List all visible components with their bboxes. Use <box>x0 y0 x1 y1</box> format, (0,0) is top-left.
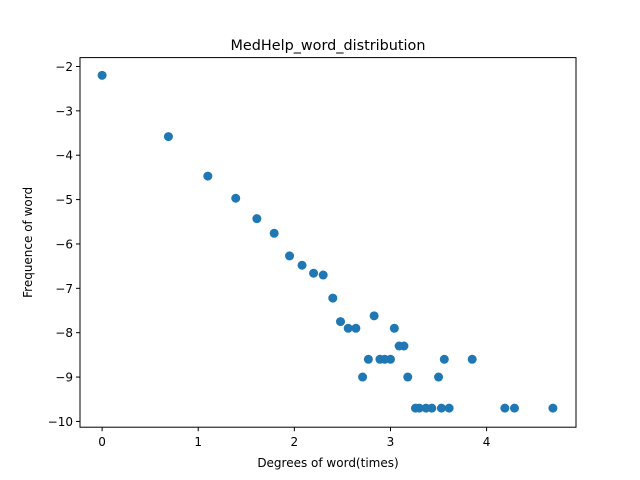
x-tick-label: 1 <box>194 435 202 449</box>
data-point <box>97 70 107 80</box>
y-tick-label: −4 <box>55 149 73 163</box>
data-point <box>509 403 519 413</box>
data-point <box>439 354 449 364</box>
data-point <box>436 403 446 413</box>
data-point <box>309 268 319 278</box>
x-axis-ticks: 0 1 2 3 4 <box>98 427 490 449</box>
data-point <box>414 403 424 413</box>
data-point <box>358 372 368 382</box>
data-point <box>399 341 409 351</box>
data-point <box>203 171 213 181</box>
y-tick-label: −5 <box>55 193 73 207</box>
chart-title: MedHelp_word_distribution <box>231 38 426 54</box>
data-point <box>343 323 353 333</box>
data-point <box>403 372 413 382</box>
data-point <box>500 403 510 413</box>
data-point <box>328 293 338 303</box>
data-point <box>231 193 241 203</box>
data-point <box>369 311 379 321</box>
y-axis-ticks: −10 −9 −8 −7 −6 −5 −4 −3 −2 <box>48 60 80 429</box>
data-point <box>385 354 395 364</box>
data-point <box>336 317 345 327</box>
x-axis-label: Degrees of word(times) <box>257 456 398 470</box>
data-point <box>318 270 328 280</box>
data-point <box>269 228 279 238</box>
data-point <box>363 354 373 364</box>
data-point <box>548 403 558 413</box>
data-point <box>163 132 173 142</box>
data-point <box>427 403 437 413</box>
x-tick-label: 0 <box>98 435 106 449</box>
plot-frame <box>79 57 577 428</box>
data-point <box>297 260 307 270</box>
data-point <box>467 354 477 364</box>
y-tick-label: −7 <box>55 282 73 296</box>
data-point <box>444 403 454 413</box>
y-tick-label: −2 <box>55 60 73 74</box>
data-point <box>434 372 444 382</box>
y-tick-label: −9 <box>55 371 73 385</box>
y-axis-label: Frequence of word <box>21 187 35 298</box>
x-tick-label: 2 <box>291 435 299 449</box>
x-tick-label: 3 <box>387 435 395 449</box>
y-tick-label: −6 <box>55 237 73 251</box>
data-points <box>97 70 558 413</box>
data-point <box>252 214 262 224</box>
data-point <box>285 251 295 261</box>
data-point <box>351 323 361 333</box>
x-tick-label: 4 <box>483 435 491 449</box>
y-tick-label: −3 <box>55 104 73 118</box>
y-tick-label: −10 <box>48 415 73 429</box>
data-point <box>389 323 399 333</box>
y-tick-label: −8 <box>55 326 73 340</box>
